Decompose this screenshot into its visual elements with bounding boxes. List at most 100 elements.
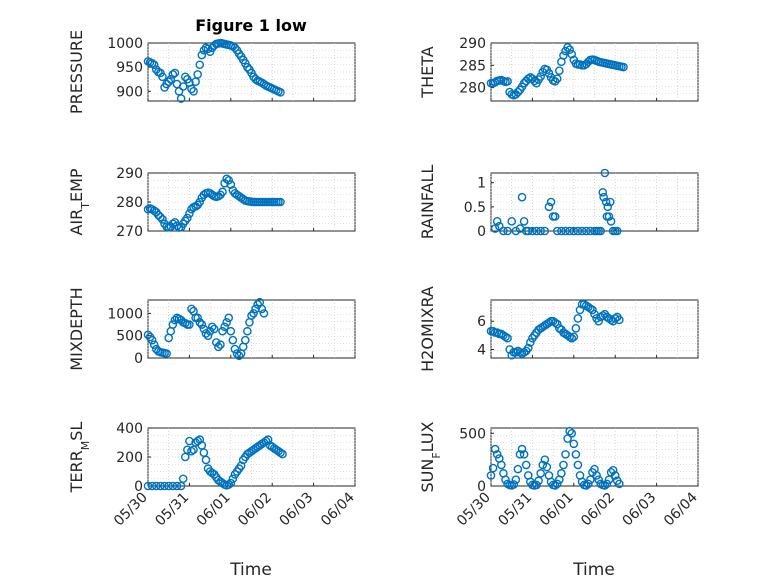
data-point xyxy=(224,313,234,323)
y-axis-label-terr-msl: TERRMSL xyxy=(67,422,92,494)
subplot-pressure: 900 950 1000 PRESSURE xyxy=(67,30,356,114)
data-point xyxy=(209,324,219,334)
data-point xyxy=(601,197,611,207)
data-point xyxy=(565,332,574,342)
data-point xyxy=(187,446,196,456)
y-axis-label-theta: THETA xyxy=(418,46,437,98)
data-point xyxy=(164,481,173,491)
y-tick-label: 6 xyxy=(477,314,486,330)
data-point xyxy=(573,314,583,323)
data-point xyxy=(168,320,178,329)
data-point xyxy=(178,82,188,91)
data-point xyxy=(207,322,217,332)
data-point xyxy=(513,464,523,474)
data-point xyxy=(552,479,562,489)
data-point xyxy=(501,475,510,484)
data-point xyxy=(259,309,269,318)
data-point xyxy=(517,192,527,202)
data-point xyxy=(599,192,608,202)
data-point xyxy=(205,326,215,336)
data-point xyxy=(166,74,176,84)
data-point xyxy=(236,461,246,471)
data-point xyxy=(226,326,236,336)
data-point xyxy=(559,51,568,60)
data-point xyxy=(610,314,620,323)
data-point xyxy=(189,87,198,96)
data-point xyxy=(586,226,595,236)
y-tick-label: 1000 xyxy=(107,36,143,52)
y-tick-label: 290 xyxy=(116,166,143,182)
data-point xyxy=(619,62,628,72)
data-point xyxy=(168,481,178,491)
data-point xyxy=(226,478,236,488)
data-point xyxy=(276,88,285,97)
data-point xyxy=(511,475,521,484)
plot-area xyxy=(490,172,699,232)
data-point xyxy=(486,471,496,480)
data-point xyxy=(201,329,211,338)
x-tick-label: 06/03 xyxy=(277,490,317,530)
x-tick-label: 05/31 xyxy=(152,490,192,530)
data-point xyxy=(249,309,258,318)
data-point xyxy=(230,344,240,354)
data-point xyxy=(499,226,508,236)
data-point xyxy=(503,226,512,236)
x-tick-label: 06/04 xyxy=(318,489,358,529)
x-axis-label-right: Time xyxy=(572,560,615,580)
y-tick-label: 0 xyxy=(477,479,486,495)
data-point xyxy=(278,449,287,459)
data-point xyxy=(180,72,190,82)
data-point xyxy=(567,428,577,438)
data-point xyxy=(490,444,500,454)
y-tick-label: 0 xyxy=(134,351,143,367)
data-point xyxy=(214,342,223,352)
data-point xyxy=(234,351,244,361)
data-point xyxy=(501,332,510,342)
data-point xyxy=(612,226,622,236)
data-point xyxy=(563,43,572,52)
data-point xyxy=(218,478,227,488)
data-point xyxy=(160,481,169,491)
data-point xyxy=(176,94,186,103)
data-point xyxy=(569,439,579,449)
y-tick-label: 500 xyxy=(116,329,143,345)
data-point xyxy=(563,434,572,443)
data-point xyxy=(263,435,273,444)
y-tick-label: 0.5 xyxy=(464,200,486,216)
x-tick-label: 06/02 xyxy=(235,490,275,530)
subplot-theta: 280 285 290 THETA xyxy=(418,36,699,102)
y-tick-label: 500 xyxy=(459,426,486,442)
data-point xyxy=(555,66,564,75)
data-point xyxy=(507,217,517,226)
data-point xyxy=(521,460,531,470)
subplot-sun-flux: 0 500 05/30 05/31 06/01 06/02 06/03 06/04 SUNFLU… xyxy=(418,421,701,529)
data-point xyxy=(243,326,252,336)
data-point xyxy=(552,226,562,236)
y-axis-label-mixdepth: MIXDEPTH xyxy=(67,287,86,370)
data-point xyxy=(172,481,182,491)
data-point xyxy=(492,450,502,459)
data-point xyxy=(569,332,579,342)
data-point xyxy=(528,226,537,236)
data-point xyxy=(596,226,606,236)
data-point xyxy=(503,77,512,86)
data-point xyxy=(158,72,167,82)
data-point xyxy=(583,479,593,489)
y-tick-label: 1000 xyxy=(107,306,143,322)
data-point xyxy=(162,349,171,358)
data-point xyxy=(577,226,587,236)
data-point xyxy=(571,450,581,459)
data-point xyxy=(573,460,583,470)
y-tick-label: 200 xyxy=(116,450,143,466)
data-point xyxy=(557,226,566,236)
data-point xyxy=(586,304,595,313)
data-point xyxy=(603,202,613,212)
data-point xyxy=(151,481,161,491)
data-point xyxy=(515,450,525,459)
data-point xyxy=(600,168,610,178)
y-tick-label: 1 xyxy=(477,176,486,192)
data-point xyxy=(168,219,178,229)
data-point xyxy=(536,226,545,236)
data-point xyxy=(581,481,591,490)
data-point xyxy=(224,480,234,489)
